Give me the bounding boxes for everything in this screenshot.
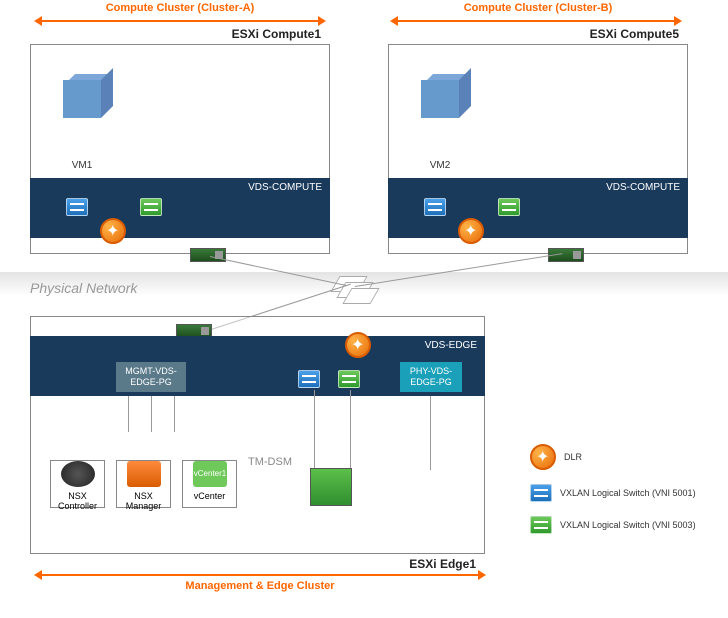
mgmt-cluster-header: Management & Edge Cluster	[160, 580, 360, 592]
cluster-b-header: Compute Cluster (Cluster-B)	[448, 2, 628, 14]
connector	[430, 396, 431, 470]
edge-chip-icon	[310, 468, 352, 506]
legend-sw-5003: VXLAN Logical Switch (VNI 5003)	[530, 516, 696, 534]
nic-icon	[190, 248, 226, 262]
nsx-manager-box: NSX Manager	[116, 460, 171, 508]
legend-sw5003-label: VXLAN Logical Switch (VNI 5003)	[560, 520, 696, 530]
physical-switch-icon	[335, 276, 375, 306]
host-compute1-title: ESXi Compute1	[232, 27, 321, 41]
nsx-manager-icon	[127, 461, 161, 487]
vcenter-box: vCenter1 vCenter	[182, 460, 237, 508]
pg-mgmt: MGMT-VDS-EDGE-PG	[116, 362, 186, 392]
dlr-icon	[458, 218, 484, 244]
vm2: VM2	[410, 80, 470, 171]
legend-dlr: DLR	[530, 444, 582, 470]
diagram-canvas: Compute Cluster (Cluster-A) Compute Clus…	[0, 0, 728, 618]
switch-icon	[530, 516, 552, 534]
mgmt-cluster-line	[40, 574, 480, 576]
cluster-a-line	[40, 20, 320, 22]
vds-compute1-label: VDS-COMPUTE	[248, 182, 322, 193]
switch-icon	[498, 198, 520, 216]
switch-icon	[424, 198, 446, 216]
vm1: VM1	[52, 80, 112, 171]
switch-icon	[140, 198, 162, 216]
host-compute5-title: ESXi Compute5	[590, 27, 679, 41]
vds-edge-label: VDS-EDGE	[425, 340, 477, 351]
legend-sw-5001: VXLAN Logical Switch (VNI 5001)	[530, 484, 696, 502]
switch-icon	[66, 198, 88, 216]
nsx-controller-icon	[61, 461, 95, 487]
dlr-icon	[345, 332, 371, 358]
switch-icon	[298, 370, 320, 388]
host-edge1-title: ESXi Edge1	[409, 557, 476, 571]
vm1-label: VM1	[52, 160, 112, 171]
legend-sw5001-label: VXLAN Logical Switch (VNI 5001)	[560, 488, 696, 498]
cluster-b-line	[396, 20, 676, 22]
dlr-icon	[100, 218, 126, 244]
nsx-controller-box: NSX Controller	[50, 460, 105, 508]
tm-dsm-label: TM-DSM	[248, 456, 292, 468]
physical-network-label: Physical Network	[30, 280, 137, 296]
dlr-icon	[530, 444, 556, 470]
connector	[151, 396, 152, 432]
vcenter-icon: vCenter1	[193, 461, 227, 487]
nsx-controller-label: NSX Controller	[58, 491, 97, 511]
pg-phy: PHY-VDS-EDGE-PG	[400, 362, 462, 392]
connector	[128, 396, 129, 432]
connector	[174, 396, 175, 432]
switch-icon	[338, 370, 360, 388]
switch-icon	[530, 484, 552, 502]
vm2-label: VM2	[410, 160, 470, 171]
legend-dlr-label: DLR	[564, 452, 582, 462]
vcenter-label: vCenter	[194, 491, 226, 501]
connector	[350, 390, 351, 470]
nsx-manager-label: NSX Manager	[126, 491, 162, 511]
cluster-a-header: Compute Cluster (Cluster-A)	[90, 2, 270, 14]
vds-compute5-label: VDS-COMPUTE	[606, 182, 680, 193]
connector	[314, 390, 315, 470]
